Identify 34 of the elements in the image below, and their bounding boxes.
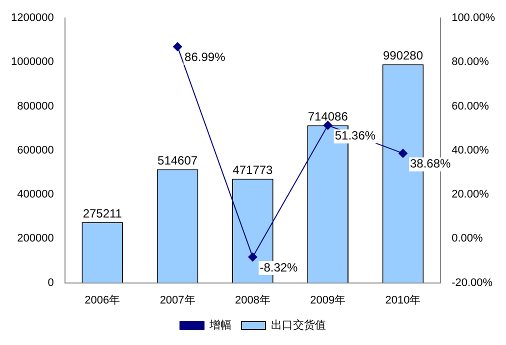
x-tick-label: 2007年	[160, 294, 196, 306]
data-label: 51.36%	[334, 128, 376, 143]
data-label: 990280	[382, 48, 424, 63]
y2-tick-label: 0.00%	[452, 232, 483, 245]
y-tick-label: 1000000	[10, 56, 54, 68]
y2-tick-label: 20.00%	[452, 188, 490, 201]
data-label: 471773	[232, 163, 274, 178]
y2-tick-label: 60.00%	[452, 100, 490, 112]
point	[323, 120, 332, 130]
point	[173, 42, 182, 52]
x-tick-label: 2008年	[234, 294, 270, 306]
data-label: 714086	[308, 110, 348, 124]
data-label: 86.99%	[184, 50, 226, 64]
y2-tick-label: 100.00%	[452, 12, 496, 24]
data-label: -8.32%	[260, 260, 298, 274]
y-tick-label: 1200000	[10, 12, 54, 24]
y-tick-label: 400000	[17, 188, 54, 201]
data-label: 514607	[158, 154, 198, 168]
legend-label: 增幅	[208, 320, 232, 332]
y2-tick-label: 40.00%	[452, 144, 490, 156]
y-tick-label: 200000	[17, 232, 54, 245]
legend-label: 出口交货值	[271, 318, 326, 332]
x-tick-label: 2006年	[84, 294, 120, 306]
data-label: 38.68%	[410, 156, 452, 171]
y-tick-label: 800000	[17, 100, 54, 112]
point	[398, 148, 408, 158]
x-tick-label: 2009年	[310, 294, 346, 306]
y-tick-label: 600000	[17, 144, 54, 156]
point	[248, 252, 258, 262]
data-label: 275211	[82, 206, 122, 220]
y2-tick-label: 80.00%	[452, 56, 490, 68]
y2-tick-label: -20.00%	[452, 276, 493, 289]
x-tick-label: 2010年	[385, 294, 421, 306]
y-tick-label: 0	[48, 276, 54, 289]
